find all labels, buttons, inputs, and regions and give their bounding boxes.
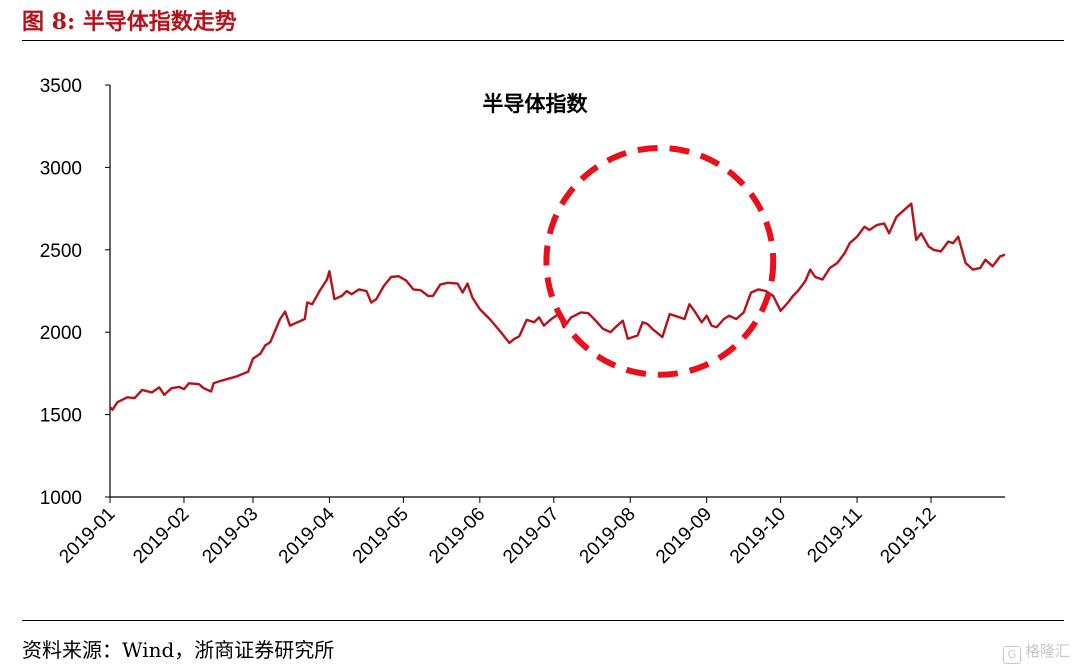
series-line (109, 202, 1006, 411)
series-layer (109, 202, 1006, 411)
bottom-rule (22, 620, 1064, 621)
x-tick-label: 2019-06 (425, 504, 489, 568)
annotation-layer: 半导体指数 (483, 92, 777, 378)
y-axis: 1000 1500 2000 2500 3000 3500 (40, 76, 111, 509)
watermark-text: 格隆汇 (1024, 642, 1070, 660)
figure-title: 图 8: 半导体指数走势 (22, 9, 237, 35)
watermark: G 格隆汇 (1002, 640, 1070, 664)
y-tick-label: 3500 (40, 76, 82, 97)
highlight-circle (543, 144, 777, 378)
y-tick-label: 2500 (40, 241, 82, 262)
x-tick-label: 2019-02 (129, 504, 193, 568)
y-tick-label: 3000 (40, 158, 82, 179)
x-tick-label: 2019-12 (876, 504, 940, 568)
x-tick-label: 2019-03 (198, 504, 262, 568)
y-tick-label: 1500 (40, 406, 82, 427)
y-tick-label: 1000 (40, 488, 82, 509)
x-tick-label: 2019-08 (576, 504, 640, 568)
x-tick-label: 2019-05 (349, 504, 413, 568)
series-label: 半导体指数 (483, 92, 589, 116)
top-rule (22, 40, 1064, 41)
y-tick-label: 2000 (40, 323, 82, 344)
watermark-icon: G (1002, 646, 1021, 664)
x-tick-label: 2019-04 (275, 503, 339, 567)
x-tick-label: 2019-01 (55, 504, 119, 568)
x-tick-label: 2019-10 (726, 504, 790, 568)
x-tick-label: 2019-07 (499, 504, 563, 568)
x-tick-label: 2019-11 (803, 504, 866, 567)
x-axis: 2019-01 2019-02 2019-03 2019-04 2019-05 2019-… (55, 496, 1005, 568)
x-tick-label: 2019-09 (652, 504, 716, 568)
source-note: 资料来源：Wind，浙商证券研究所 (22, 638, 335, 662)
